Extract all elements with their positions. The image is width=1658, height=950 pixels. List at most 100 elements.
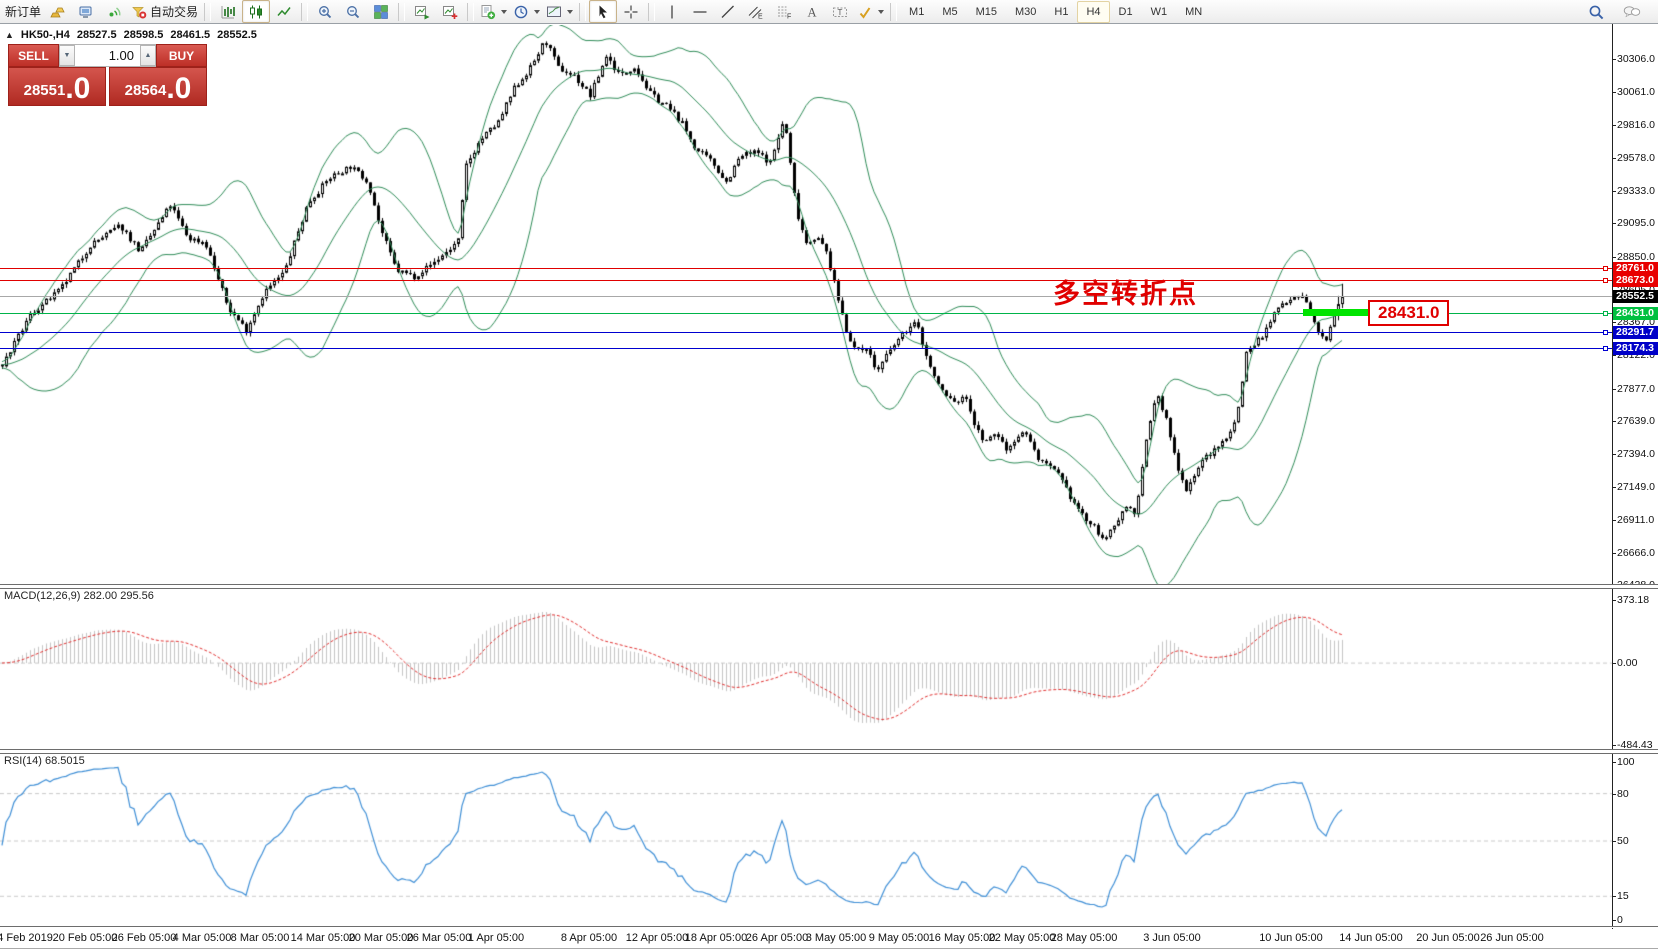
volume-value[interactable]: 1.00: [108, 48, 134, 63]
time-axis-label[interactable]: 26 Apr 05:00: [745, 932, 809, 944]
sell-price-display[interactable]: 28551.0: [8, 67, 106, 106]
price-axis-tick[interactable]: 27639.0: [1612, 415, 1658, 427]
time-axis-label[interactable]: 26 Feb 05:00: [111, 932, 177, 944]
macd-axis-tick[interactable]: -484.43: [1612, 739, 1658, 751]
time-axis-label[interactable]: 10 Jun 05:00: [1259, 932, 1323, 944]
search-button[interactable]: [1582, 0, 1610, 23]
time-axis-label[interactable]: 20 Feb 05:00: [52, 932, 118, 944]
tf-h1[interactable]: H1: [1045, 1, 1077, 23]
resistance-line-2[interactable]: [0, 280, 1612, 282]
tf-m30[interactable]: M30: [1006, 1, 1045, 23]
tf-h4[interactable]: H4: [1077, 0, 1110, 23]
new-order-button[interactable]: 新订单: [2, 0, 44, 23]
time-axis-label[interactable]: 8 Mar 05:00: [230, 932, 290, 944]
support-line-2[interactable]: [0, 347, 1612, 349]
tf-m15[interactable]: M15: [967, 1, 1006, 23]
time-axis-label[interactable]: 4 Mar 05:00: [172, 932, 232, 944]
chat-button[interactable]: [1618, 0, 1646, 23]
time-axis-label[interactable]: 8 Apr 05:00: [560, 932, 618, 944]
bid-price-line[interactable]: [0, 296, 1612, 298]
price-axis-tick[interactable]: 26666.0: [1612, 547, 1658, 559]
resistance-line-1-handle[interactable]: [1603, 266, 1608, 272]
price-axis-tick[interactable]: 26911.0: [1612, 514, 1658, 526]
time-axis-label[interactable]: 22 May 05:00: [988, 932, 1056, 944]
rsi-axis-tick[interactable]: 80: [1612, 788, 1658, 800]
support-line-1-handle[interactable]: [1603, 329, 1608, 335]
price-callout-label[interactable]: 28431.0: [1368, 300, 1450, 327]
price-axis-tick[interactable]: 29333.0: [1612, 185, 1658, 197]
templates-button[interactable]: [543, 0, 576, 23]
rsi-indicator-chart[interactable]: [0, 753, 1612, 928]
text-button[interactable]: A: [798, 0, 826, 23]
volume-up-button[interactable]: ▲: [140, 45, 156, 66]
price-axis-tick[interactable]: 30306.0: [1612, 53, 1658, 65]
panel-divider[interactable]: [0, 749, 1658, 754]
buy-price-display[interactable]: 28564.0: [109, 67, 207, 106]
support-line-1[interactable]: [0, 331, 1612, 333]
time-axis-label[interactable]: 16 May 05:00: [928, 932, 996, 944]
price-axis-tick[interactable]: 29095.0: [1612, 217, 1658, 229]
tf-w1[interactable]: W1: [1142, 1, 1177, 23]
trendline-button[interactable]: [714, 0, 742, 23]
tf-mn[interactable]: MN: [1176, 1, 1211, 23]
price-axis-tick[interactable]: 29578.0: [1612, 152, 1658, 164]
tf-m5[interactable]: M5: [933, 1, 966, 23]
time-axis-label[interactable]: 20 Mar 05:00: [348, 932, 414, 944]
sell-button[interactable]: SELL: [8, 44, 59, 67]
rsi-axis-tick[interactable]: 15: [1612, 890, 1658, 902]
time-axis-label[interactable]: 26 Mar 05:00: [406, 932, 472, 944]
chinese-annotation-text[interactable]: 多空转折点: [1053, 279, 1198, 309]
pivot-line-green-handle[interactable]: [1603, 310, 1608, 316]
text-label-button[interactable]: T: [826, 0, 854, 23]
time-axis-label[interactable]: 3 Jun 05:00: [1143, 932, 1201, 944]
green-highlight-segment[interactable]: [1303, 309, 1369, 317]
cursor-button[interactable]: [589, 0, 618, 23]
support-line-2-handle[interactable]: [1603, 345, 1608, 351]
time-axis-label[interactable]: 1 Apr 05:00: [467, 932, 525, 944]
time-axis-label[interactable]: 14 Jun 05:00: [1339, 932, 1403, 944]
bar-chart-button[interactable]: [214, 0, 242, 23]
equidistant-channel-button[interactable]: E: [742, 0, 770, 23]
signals-button[interactable]: [100, 0, 128, 23]
price-axis-tick[interactable]: 27149.0: [1612, 481, 1658, 493]
macd-axis-tick[interactable]: 373.18: [1612, 594, 1658, 606]
order-book-button[interactable]: [44, 0, 72, 23]
candlestick-chart-button[interactable]: [242, 0, 271, 23]
time-axis-label[interactable]: 26 Jun 05:00: [1480, 932, 1544, 944]
indicators-button[interactable]: [477, 0, 510, 23]
panel-divider[interactable]: [0, 584, 1658, 589]
price-axis-tick[interactable]: 29816.0: [1612, 119, 1658, 131]
rsi-axis-tick[interactable]: 100: [1612, 756, 1658, 768]
rsi-axis-tick[interactable]: 50: [1612, 835, 1658, 847]
volume-down-button[interactable]: ▼: [59, 45, 75, 66]
macd-indicator-chart[interactable]: [0, 588, 1612, 749]
price-axis-tick[interactable]: 27394.0: [1612, 448, 1658, 460]
zoom-in-button[interactable]: [311, 0, 339, 23]
line-chart-button[interactable]: [270, 0, 298, 23]
pivot-line-green[interactable]: [0, 312, 1612, 314]
price-axis-tick[interactable]: 28850.0: [1612, 251, 1658, 263]
tile-windows-button[interactable]: [367, 0, 395, 23]
resistance-line-2-handle[interactable]: [1603, 278, 1608, 284]
crosshair-button[interactable]: [617, 0, 645, 23]
macd-axis-tick[interactable]: 0.00: [1612, 657, 1658, 669]
resistance-line-1[interactable]: [0, 268, 1612, 270]
horizontal-line-button[interactable]: [686, 0, 714, 23]
time-axis-label[interactable]: 28 May 05:00: [1050, 932, 1118, 944]
price-axis-tick[interactable]: 27877.0: [1612, 383, 1658, 395]
time-axis-label[interactable]: 3 May 05:00: [805, 932, 867, 944]
time-axis-label[interactable]: 20 Jun 05:00: [1416, 932, 1480, 944]
profiles-button[interactable]: [436, 0, 464, 23]
buy-button[interactable]: BUY: [156, 44, 207, 67]
zoom-out-button[interactable]: [339, 0, 367, 23]
new-chart-button[interactable]: [408, 0, 436, 23]
market-watch-button[interactable]: [72, 0, 100, 23]
time-axis-label[interactable]: 12 Apr 05:00: [625, 932, 689, 944]
time-axis-label[interactable]: 18 Apr 05:00: [684, 932, 748, 944]
time-axis-label[interactable]: 14 Feb 2019: [0, 932, 53, 944]
vertical-line-button[interactable]: [658, 0, 686, 23]
rsi-axis-tick[interactable]: 0: [1612, 914, 1658, 926]
price-axis-tick[interactable]: 30061.0: [1612, 86, 1658, 98]
one-click-panel-toggle[interactable]: ▲: [5, 30, 14, 40]
main-price-chart[interactable]: [0, 25, 1612, 585]
